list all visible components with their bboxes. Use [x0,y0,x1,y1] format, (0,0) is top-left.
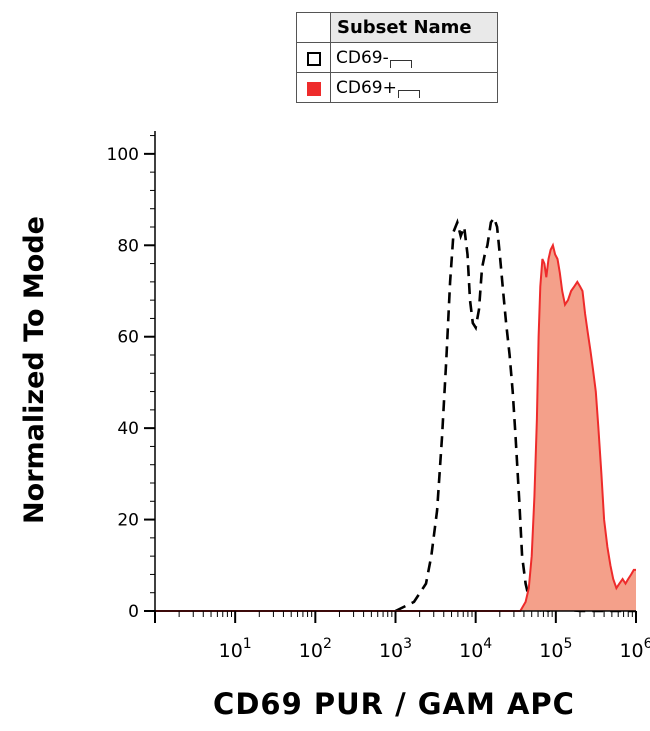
legend-subscript-box [389,59,412,68]
x-tick-label: 102 [299,636,332,662]
legend-key-cell [296,42,331,73]
legend-label-cd69-neg: CD69- [336,47,389,68]
y-tick-label: 0 [128,602,139,622]
y-tick-label: 20 [117,511,139,531]
legend-swatch-cd69-pos [306,81,321,96]
y-tick-label: 40 [117,419,139,439]
y-tick-label: 100 [107,145,139,165]
legend-row-cd69-pos: CD69+ [296,72,498,103]
y-tick-label: 60 [117,328,139,348]
legend-key-cell [296,72,331,103]
y-tick-label: 80 [117,236,139,256]
x-tick-label: 104 [459,636,492,662]
x-tick-label: 105 [539,636,572,662]
plot-area [155,215,636,613]
series-line-cd69-pos [155,242,636,612]
x-tick-label: 103 [379,636,412,662]
y-axis-label: Normalized To Mode [19,216,50,524]
legend-label-cd69-pos: CD69+ [336,77,397,98]
legend-header-blank [296,12,331,43]
legend-table: Subset Name CD69- CD69+ [296,12,498,103]
legend-subscript-box [397,89,420,98]
axes: 0 20 40 60 80 100 101 102 103 104 105 106 [107,131,650,662]
series-area-cd69-pos [155,245,636,612]
legend-swatch-cd69-neg [306,51,321,66]
x-tick-label: 106 [619,636,650,662]
x-axis-label: CD69 PUR / GAM APC [213,687,575,721]
legend-name-cell: CD69+ [330,72,498,103]
x-tick-label: 101 [219,636,252,662]
